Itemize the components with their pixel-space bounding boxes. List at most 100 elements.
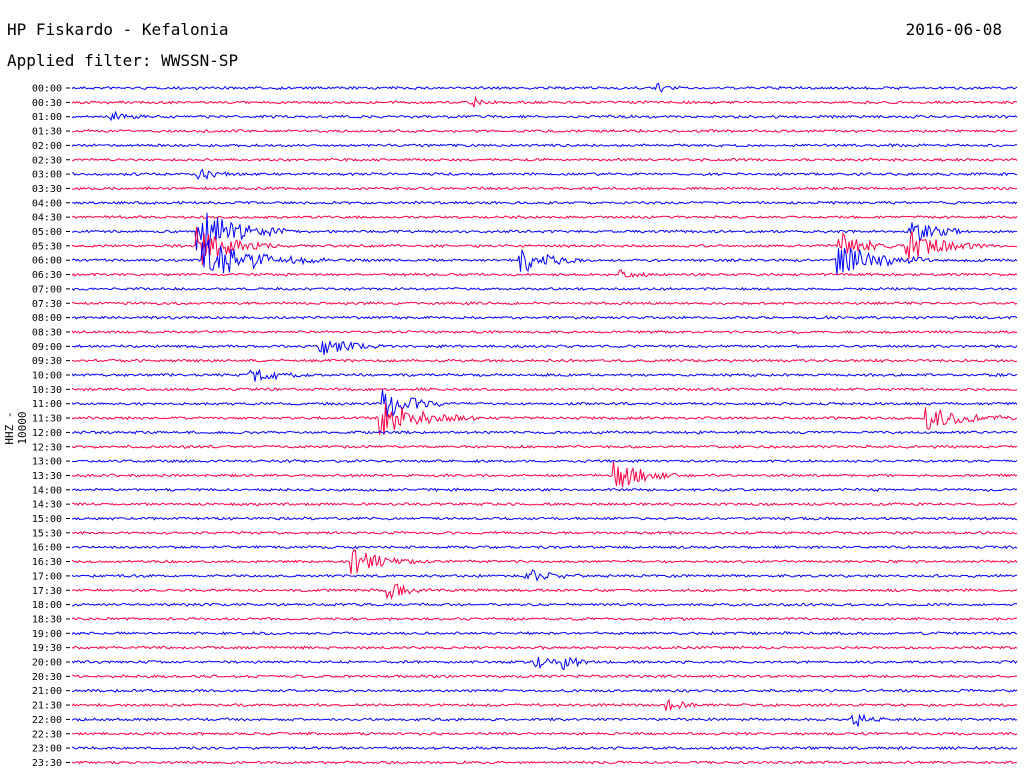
trace-row: [71, 168, 1018, 181]
trace-row: [71, 269, 1018, 279]
row-time-label: 09:00: [32, 342, 62, 353]
row-time-label: 19:30: [32, 643, 62, 654]
trace-row: [71, 549, 1018, 575]
row-time-label: 00:00: [32, 84, 62, 95]
trace-row: [71, 502, 1018, 507]
row-time-label: 07:00: [32, 284, 62, 295]
row-time-label: 23:00: [32, 744, 62, 755]
row-time-label: 10:00: [32, 371, 62, 382]
row-time-label: 04:00: [32, 198, 62, 209]
row-time-label: 11:30: [32, 414, 62, 425]
row-time-label: 02:30: [32, 155, 62, 166]
row-time-label: 13:00: [32, 457, 62, 468]
row-time-label: 21:30: [32, 701, 62, 712]
trace-row: [71, 387, 1018, 392]
row-time-label: 09:30: [32, 356, 62, 367]
trace-row: [71, 300, 1018, 306]
trace-row: [71, 544, 1018, 550]
trace-row: [71, 458, 1018, 464]
trace-row: [71, 200, 1018, 205]
station-title: HP Fiskardo - Kefalonia: [7, 20, 229, 39]
trace-row: [71, 487, 1018, 493]
trace-row: [71, 82, 1018, 93]
trace-row: [71, 128, 1018, 134]
trace-row: [71, 329, 1018, 335]
trace-row: [71, 713, 1018, 727]
trace-row: [71, 186, 1018, 191]
date-label: 2016-06-08: [905, 20, 1002, 39]
row-time-label: 22:00: [32, 715, 62, 726]
row-time-label: 17:00: [32, 571, 62, 582]
trace-row: [71, 461, 1018, 488]
row-time-label: 03:00: [32, 170, 62, 181]
trace-row: [71, 143, 1017, 148]
row-time-label: 11:00: [32, 399, 62, 410]
trace-row: [71, 286, 1018, 292]
trace-row: [71, 616, 1018, 622]
filter-label: Applied filter: WWSSN-SP: [7, 51, 239, 70]
row-time-label: 07:30: [32, 299, 62, 310]
row-time-label: 06:30: [32, 270, 62, 281]
trace-row: [71, 745, 1018, 751]
trace-row: [71, 226, 1018, 266]
row-time-label: 08:30: [32, 327, 62, 338]
row-time-label: 20:00: [32, 658, 62, 669]
trace-row: [71, 315, 1018, 320]
row-time-label: 02:00: [32, 141, 62, 152]
row-time-label: 13:30: [32, 471, 62, 482]
row-time-label: 16:00: [32, 543, 62, 554]
row-time-label: 16:30: [32, 557, 62, 568]
row-time-label: 12:30: [32, 442, 62, 453]
trace-row: [71, 358, 1018, 363]
trace-row: [71, 212, 1018, 251]
row-time-label: 14:00: [32, 485, 62, 496]
trace-row: [71, 602, 1018, 607]
row-time-label: 10:30: [32, 385, 62, 396]
row-time-label: 18:00: [32, 600, 62, 611]
trace-row: [71, 569, 1018, 582]
trace-row: [71, 688, 1018, 693]
row-time-label: 17:30: [32, 586, 62, 597]
row-time-label: 19:00: [32, 629, 62, 640]
trace-row: [71, 630, 1018, 636]
trace-row: [71, 240, 1018, 276]
trace-row: [71, 369, 1018, 382]
trace-row: [71, 673, 1017, 679]
row-time-label: 18:30: [32, 614, 62, 625]
row-time-label: 22:30: [32, 729, 62, 740]
trace-row: [71, 157, 1018, 163]
trace-row: [71, 403, 1018, 436]
trace-row: [71, 645, 1018, 651]
row-time-label: 03:30: [32, 184, 62, 195]
row-time-label: 05:30: [32, 241, 62, 252]
row-time-label: 15:30: [32, 528, 62, 539]
row-time-label: 12:00: [32, 428, 62, 439]
trace-row: [71, 95, 1018, 108]
trace-row: [72, 731, 1018, 736]
trace-row: [71, 698, 1018, 711]
trace-row: [71, 430, 1018, 435]
row-time-label: 14:30: [32, 500, 62, 511]
y-axis-label: HHZ - 10000: [3, 411, 29, 445]
trace-row: [71, 339, 1018, 355]
row-time-label: 21:00: [32, 686, 62, 697]
trace-row: [71, 214, 1018, 220]
trace-row: [71, 760, 1017, 765]
row-time-label: 20:30: [32, 672, 62, 683]
trace-row: [71, 444, 1018, 449]
row-time-label: 05:00: [32, 227, 62, 238]
row-time-label: 08:00: [32, 313, 62, 324]
row-time-label: 23:30: [32, 758, 62, 769]
row-time-label: 06:00: [32, 256, 62, 267]
row-time-label: 01:30: [32, 127, 62, 138]
trace-row: [71, 389, 1018, 417]
trace-row: [71, 111, 1018, 122]
row-time-label: 01:00: [32, 112, 62, 123]
row-time-label: 00:30: [32, 98, 62, 109]
trace-row: [71, 656, 1018, 671]
row-time-label: 15:00: [32, 514, 62, 525]
trace-row: [71, 516, 1018, 521]
row-time-label: 04:30: [32, 213, 62, 224]
trace-row: [71, 583, 1018, 601]
